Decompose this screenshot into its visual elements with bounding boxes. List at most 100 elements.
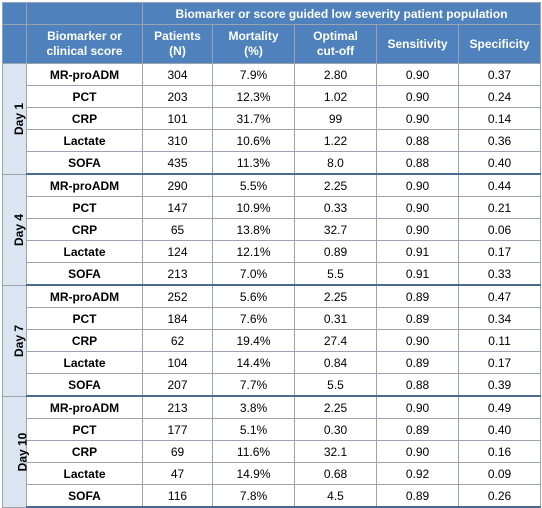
- column-header-mortality: Mortality (%): [212, 24, 295, 64]
- column-header-cutoff-line2: cut-off: [316, 44, 355, 58]
- cell-patients: 69: [142, 440, 213, 463]
- cell-cutoff: 5.5: [294, 262, 377, 286]
- cell-marker: SOFA: [26, 262, 143, 286]
- cell-patients: 116: [142, 484, 213, 508]
- cell-mortality: 5.5%: [212, 173, 295, 197]
- cell-specificity: 0.11: [457, 329, 542, 352]
- column-header-cutoff: Optimal cut-off: [294, 24, 377, 64]
- cell-specificity: 0.26: [457, 484, 542, 508]
- cell-specificity: 0.40: [457, 151, 542, 175]
- cell-marker: PCT: [26, 307, 143, 330]
- cell-specificity: 0.14: [457, 107, 542, 130]
- cell-sensitivity: 0.90: [376, 196, 459, 219]
- table-row: PCT 203 12.3% 1.02 0.90 0.24: [3, 85, 542, 108]
- cell-sensitivity: 0.90: [376, 395, 459, 419]
- day-label-text: Day 4: [12, 213, 27, 246]
- cell-specificity: 0.06: [457, 218, 542, 241]
- cell-patients: 62: [142, 329, 213, 352]
- cell-patients: 177: [142, 418, 213, 441]
- cell-mortality: 12.3%: [212, 85, 295, 108]
- column-header-mortality-line2: (%): [244, 44, 263, 58]
- table-row: SOFA 116 7.8% 4.5 0.89 0.26: [3, 484, 542, 508]
- cell-cutoff: 0.84: [294, 351, 377, 374]
- cell-patients: 213: [142, 262, 213, 286]
- cell-patients: 65: [142, 218, 213, 241]
- table-row: Lactate 47 14.9% 0.68 0.92 0.09: [3, 462, 542, 485]
- day-group-label: Day 10: [2, 395, 29, 508]
- cell-sensitivity: 0.89: [376, 484, 459, 508]
- table-row: SOFA 435 11.3% 8.0 0.88 0.40: [3, 151, 542, 175]
- table-row: Lactate 124 12.1% 0.89 0.91 0.17: [3, 240, 542, 263]
- cell-specificity: 0.17: [457, 240, 542, 263]
- header-corner: [2, 2, 27, 25]
- cell-patients: 203: [142, 85, 213, 108]
- column-header-sensitivity: Sensitivity: [376, 24, 459, 64]
- cell-marker: CRP: [26, 107, 143, 130]
- cell-sensitivity: 0.90: [376, 218, 459, 241]
- cell-mortality: 12.1%: [212, 240, 295, 263]
- cell-patients: 304: [142, 63, 213, 86]
- cell-cutoff: 2.25: [294, 173, 377, 197]
- cell-cutoff: 0.30: [294, 418, 377, 441]
- cell-marker: SOFA: [26, 373, 143, 397]
- cell-cutoff: 1.02: [294, 85, 377, 108]
- header-corner-day: [2, 24, 27, 64]
- cell-cutoff: 0.33: [294, 196, 377, 219]
- cell-mortality: 7.8%: [212, 484, 295, 508]
- cell-mortality: 7.6%: [212, 307, 295, 330]
- cell-patients: 435: [142, 151, 213, 175]
- cell-specificity: 0.09: [457, 462, 542, 485]
- header-corner-marker: [26, 2, 143, 25]
- table-row: PCT 184 7.6% 0.31 0.89 0.34: [3, 307, 542, 330]
- table-row: CRP 62 19.4% 27.4 0.90 0.11: [3, 329, 542, 352]
- cell-marker: Lactate: [26, 240, 143, 263]
- cell-mortality: 13.8%: [212, 218, 295, 241]
- table-row: CRP 69 11.6% 32.1 0.90 0.16: [3, 440, 542, 463]
- cell-mortality: 11.6%: [212, 440, 295, 463]
- table-row: SOFA 213 7.0% 5.5 0.91 0.33: [3, 262, 542, 286]
- cell-sensitivity: 0.90: [376, 440, 459, 463]
- cell-marker: Lactate: [26, 129, 143, 152]
- day-label-text: Day 1: [12, 102, 27, 135]
- day-label-text: Day 7: [12, 324, 27, 357]
- table-row: CRP 65 13.8% 32.7 0.90 0.06: [3, 218, 542, 241]
- cell-specificity: 0.24: [457, 85, 542, 108]
- column-header-marker: Biomarker or clinical score: [26, 24, 143, 64]
- column-header-specificity: Specificity: [457, 24, 542, 64]
- cell-marker: PCT: [26, 85, 143, 108]
- cell-specificity: 0.37: [457, 63, 542, 86]
- cell-mortality: 11.3%: [212, 151, 295, 175]
- day-group-label: Day 1: [2, 63, 27, 175]
- cell-specificity: 0.16: [457, 440, 542, 463]
- cell-specificity: 0.36: [457, 129, 542, 152]
- cell-specificity: 0.39: [457, 373, 542, 397]
- cell-marker: CRP: [26, 218, 143, 241]
- column-header-cutoff-line1: Optimal: [313, 29, 358, 43]
- cell-specificity: 0.40: [457, 418, 542, 441]
- cell-sensitivity: 0.88: [376, 151, 459, 175]
- cell-sensitivity: 0.89: [376, 418, 459, 441]
- cell-cutoff: 2.80: [294, 63, 377, 86]
- cell-mortality: 3.8%: [212, 395, 295, 419]
- cell-sensitivity: 0.92: [376, 462, 459, 485]
- column-header-marker-line1: Biomarker or: [47, 29, 122, 43]
- cell-mortality: 5.1%: [212, 418, 295, 441]
- table-row: Day 1 MR-proADM 304 7.9% 2.80 0.90 0.37: [2, 63, 542, 175]
- cell-patients: 252: [142, 284, 213, 308]
- population-group-title: Biomarker or score guided low severity p…: [141, 2, 542, 25]
- cell-mortality: 10.6%: [212, 129, 295, 152]
- cell-patients: 47: [142, 462, 213, 485]
- cell-sensitivity: 0.90: [376, 173, 459, 197]
- cell-marker: CRP: [26, 440, 143, 463]
- cell-specificity: 0.49: [457, 395, 542, 419]
- column-header-patients: Patients (N): [142, 24, 213, 64]
- table-row: PCT 177 5.1% 0.30 0.89 0.40: [3, 418, 542, 441]
- cell-cutoff: 4.5: [294, 484, 377, 508]
- cell-patients: 290: [142, 173, 213, 197]
- cell-patients: 213: [142, 395, 213, 419]
- cell-sensitivity: 0.89: [376, 284, 459, 308]
- cell-mortality: 10.9%: [212, 196, 295, 219]
- cell-patients: 184: [142, 307, 213, 330]
- cell-cutoff: 32.7: [294, 218, 377, 241]
- cell-patients: 310: [142, 129, 213, 152]
